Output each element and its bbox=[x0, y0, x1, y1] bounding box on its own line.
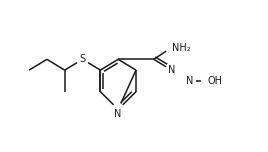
Text: S: S bbox=[80, 54, 85, 64]
Text: N: N bbox=[186, 76, 193, 86]
Text: N: N bbox=[114, 109, 122, 119]
Text: OH: OH bbox=[207, 76, 222, 86]
Text: N: N bbox=[168, 65, 175, 75]
Text: NH₂: NH₂ bbox=[172, 43, 190, 53]
